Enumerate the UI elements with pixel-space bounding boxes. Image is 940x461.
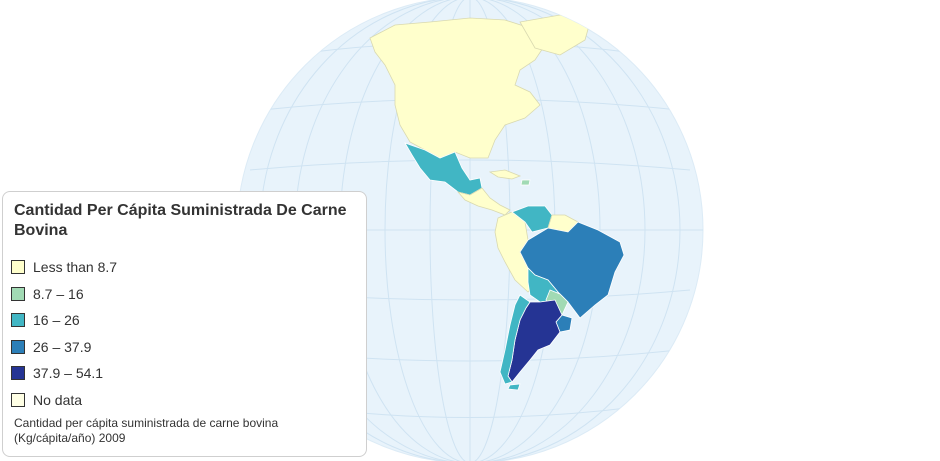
legend-label: 8.7 – 16 <box>33 285 84 302</box>
legend-label: 37.9 – 54.1 <box>33 365 104 382</box>
legend-swatch <box>11 286 25 301</box>
legend-label: 26 – 37.9 <box>33 338 92 355</box>
legend-item[interactable]: 8.7 – 16 <box>11 281 117 308</box>
legend-label: Less than 8.7 <box>33 259 118 276</box>
region-chile[interactable] <box>499 294 531 385</box>
region-cuba[interactable] <box>488 169 522 180</box>
region-tierra-del-fuego <box>507 383 521 391</box>
region-caribbean[interactable] <box>520 179 531 186</box>
legend-item[interactable]: 37.9 – 54.1 <box>11 360 117 387</box>
legend-swatch <box>11 313 25 328</box>
region-central-america[interactable] <box>456 187 511 216</box>
legend-note: Cantidad per cápita suministrada de carn… <box>14 416 279 445</box>
legend-item[interactable]: 26 – 37.9 <box>11 334 117 361</box>
legend-item[interactable]: No data <box>11 387 117 414</box>
legend-swatch <box>11 260 25 275</box>
region-north-america[interactable] <box>369 17 546 159</box>
legend-item[interactable]: 16 – 26 <box>11 307 117 334</box>
legend-swatch <box>11 392 25 407</box>
legend-swatch <box>11 339 25 354</box>
legend-panel: Cantidad Per Cápita Suministrada De Carn… <box>2 191 367 457</box>
legend-title: Cantidad Per Cápita Suministrada De Carn… <box>14 202 347 239</box>
legend-items: Less than 8.7 8.7 – 16 16 – 26 26 – 37.9… <box>11 254 117 413</box>
legend-item[interactable]: Less than 8.7 <box>11 254 117 281</box>
legend-label: 16 – 26 <box>33 312 80 329</box>
legend-label: No data <box>33 391 83 408</box>
land <box>369 14 625 391</box>
legend-swatch <box>11 366 25 381</box>
